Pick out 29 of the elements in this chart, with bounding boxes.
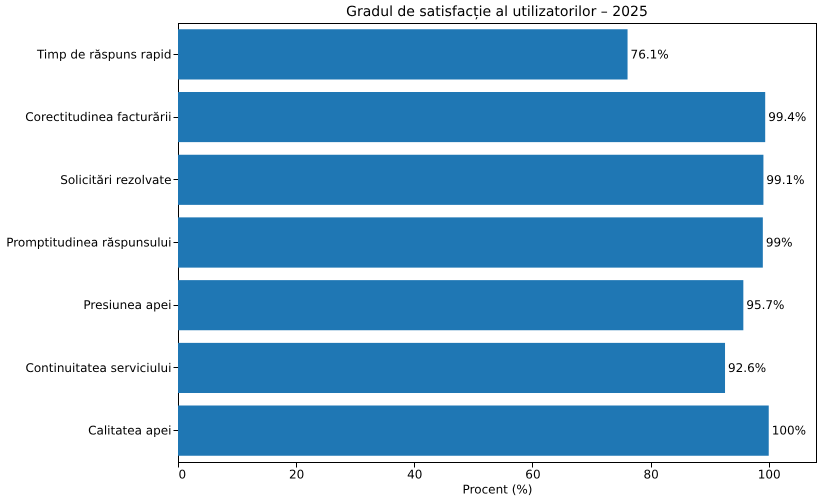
y-tick-label: Calitatea apei (88, 424, 172, 438)
x-tick-label: 80 (643, 468, 659, 482)
data-label: 92.6% (728, 360, 766, 375)
bar (178, 217, 763, 268)
bar (178, 92, 766, 142)
x-tick-label: 100 (758, 468, 781, 482)
data-label: 76.1% (630, 47, 669, 62)
y-tick-label: Solicitări rezolvate (60, 172, 172, 187)
bar (178, 342, 726, 394)
x-tick-label: 40 (407, 468, 422, 482)
chart-title: Gradul de satisfacție al utilizatorilor – 2025 (346, 4, 648, 20)
data-label: 100% (772, 424, 806, 438)
bar (178, 154, 764, 205)
data-label: 95.7% (746, 298, 784, 312)
x-tick-label: 20 (289, 468, 304, 482)
y-tick-label: Continuitatea serviciului (25, 360, 172, 375)
bar (178, 29, 628, 80)
y-tick-label: Promptitudinea răspunsului (6, 236, 172, 250)
x-tick-label: 0 (178, 468, 186, 482)
data-label: 99.1% (766, 172, 805, 187)
y-tick-label: Corectitudinea facturării (25, 110, 172, 124)
x-tick-label: 60 (525, 468, 541, 482)
x-axis-title: Procent (%) (462, 482, 532, 496)
bar (178, 280, 744, 330)
y-tick-label: Presiunea apei (83, 298, 172, 312)
bar (178, 406, 769, 456)
data-label: 99.4% (768, 110, 806, 124)
data-label: 99% (766, 236, 793, 250)
y-tick-label: Timp de răspuns rapid (36, 47, 172, 62)
